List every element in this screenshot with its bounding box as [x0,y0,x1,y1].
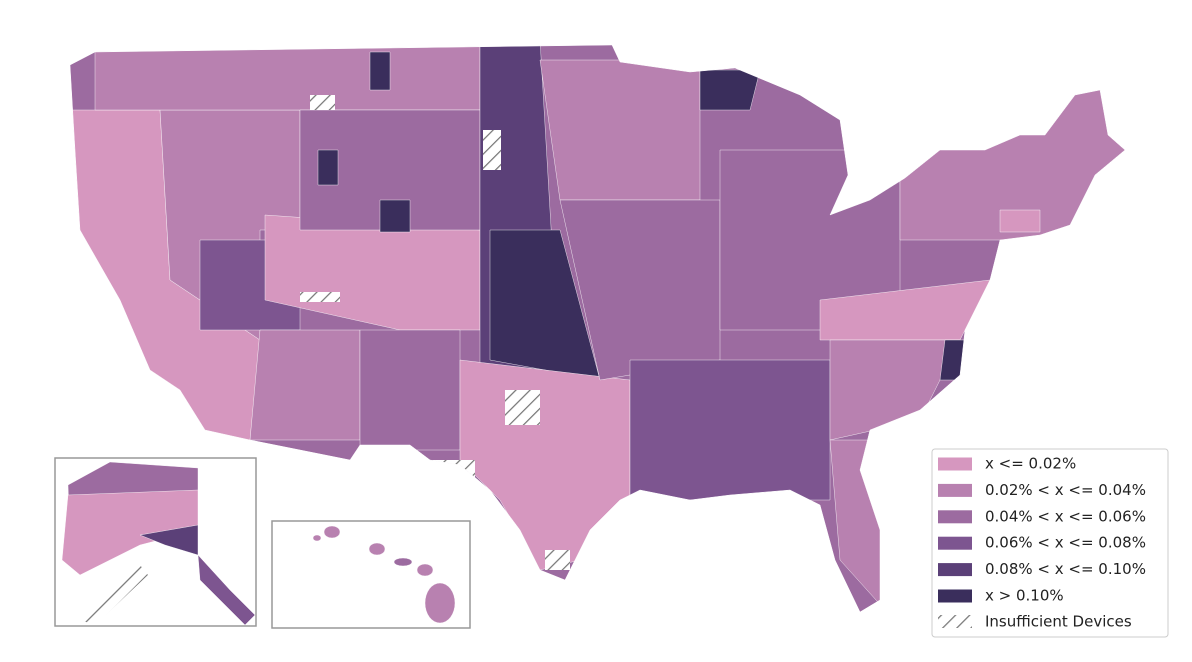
hawaii-inset-frame [271,520,471,629]
insufficient-area [80,565,148,625]
legend-label: Insufficient Devices [985,613,1132,631]
legend-swatch [938,589,972,603]
region [459,359,631,571]
region [699,69,761,111]
region [999,209,1041,233]
hawaii-inset [312,525,456,624]
alaska-inset-frame [54,457,257,627]
legend-label: 0.06% < x <= 0.08% [985,534,1146,552]
region [312,534,322,542]
insufficient-area [430,460,475,510]
legend-swatch [938,483,972,497]
region [416,563,434,577]
region [94,45,481,111]
insufficient-area [545,550,570,570]
region [393,557,413,567]
legend-frame [931,448,1169,638]
legend: x <= 0.02% 0.02% < x <= 0.04% 0.04% < x <=… [931,448,1169,638]
insufficient-area [310,95,335,110]
region [379,199,411,233]
legend-swatch [938,510,972,524]
region [317,149,339,186]
insufficient-area [505,390,540,425]
legend-swatch [938,563,972,577]
legend-swatch [938,536,972,550]
region [369,51,391,91]
legend-label: 0.04% < x <= 0.06% [985,507,1146,525]
legend-label: 0.02% < x <= 0.04% [985,481,1146,499]
legend-label: 0.08% < x <= 0.10% [985,560,1146,578]
region [249,329,361,441]
legend-hatch-swatch [938,615,972,628]
region [368,542,386,556]
region [939,339,971,381]
legend-rows: x <= 0.02% 0.02% < x <= 0.04% 0.04% < x <=… [938,455,1146,605]
region [359,329,461,451]
region [197,554,255,625]
legend-label: x <= 0.02% [985,455,1076,473]
insufficient-area [483,130,501,170]
region [424,582,456,624]
alaska-inset [61,461,255,625]
region [629,359,831,501]
region [61,489,199,576]
legend-label: x > 0.10% [985,587,1064,605]
region [323,525,341,539]
region [539,59,701,201]
legend-swatch [938,457,972,471]
insufficient-area [300,292,340,302]
